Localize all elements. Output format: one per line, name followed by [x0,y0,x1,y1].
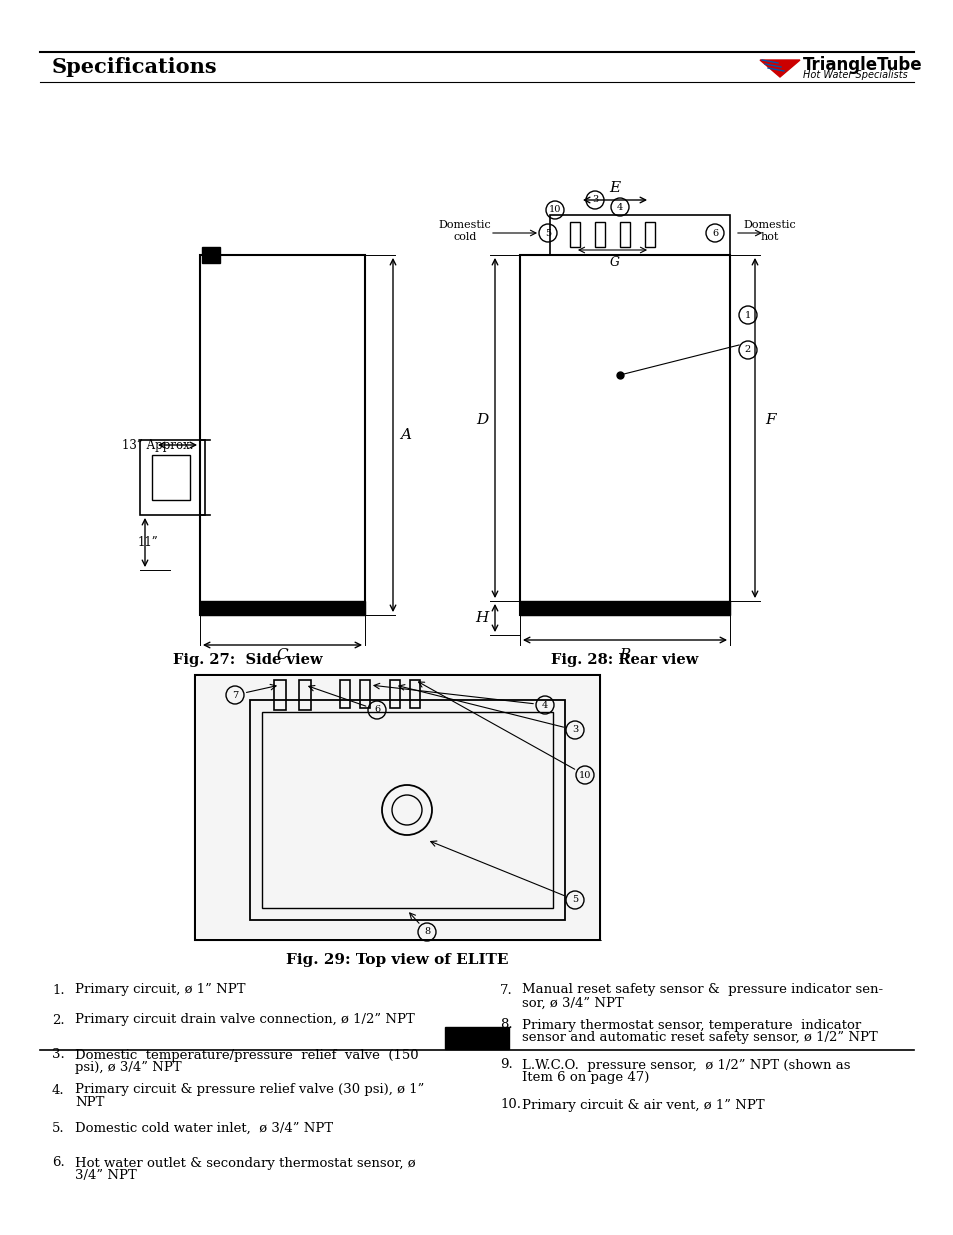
Text: Primary circuit drain valve connection, ø 1/2” NPT: Primary circuit drain valve connection, … [75,1014,415,1026]
Text: E: E [609,182,619,195]
Text: 11”: 11” [138,536,158,550]
Bar [140,440,205,515]
Bar [619,222,629,247]
Text: psi), ø 3/4” NPT: psi), ø 3/4” NPT [75,1062,181,1074]
Bar [595,222,604,247]
Text: Hot water outlet & secondary thermostat sensor, ø: Hot water outlet & secondary thermostat … [75,1156,416,1170]
Bar [410,680,419,708]
Text: Primary circuit, ø 1” NPT: Primary circuit, ø 1” NPT [75,983,245,997]
Text: Hot Water Specialists: Hot Water Specialists [802,70,907,80]
Bar [298,680,311,710]
Text: Domestic cold water inlet,  ø 3/4” NPT: Domestic cold water inlet, ø 3/4” NPT [75,1121,333,1135]
Bar [152,454,190,500]
Text: Primary circuit & air vent, ø 1” NPT: Primary circuit & air vent, ø 1” NPT [521,1098,763,1112]
Text: 9.: 9. [499,1058,512,1072]
Bar [519,254,729,615]
Text: 8.: 8. [499,1019,512,1031]
Text: 8: 8 [423,927,430,936]
Bar [274,680,286,710]
Text: 5.: 5. [52,1121,65,1135]
Text: Primary thermostat sensor, temperature  indicator: Primary thermostat sensor, temperature i… [521,1019,861,1031]
Text: 2.: 2. [52,1014,65,1026]
Bar [550,215,729,254]
Text: Primary circuit & pressure relief valve (30 psi), ø 1”: Primary circuit & pressure relief valve … [75,1083,424,1097]
Bar [569,222,579,247]
Text: 4: 4 [541,700,548,709]
Text: 3: 3 [591,195,598,205]
Text: Item 6 on page 47): Item 6 on page 47) [521,1072,649,1084]
Text: Domestic  temperature/pressure  relief  valve  (150: Domestic temperature/pressure relief val… [75,1049,418,1062]
Text: 13” Approx.: 13” Approx. [122,438,193,452]
Text: 7: 7 [232,690,238,699]
Text: H: H [475,611,488,625]
Text: 5: 5 [572,895,578,904]
Text: 6.: 6. [52,1156,65,1170]
Text: 10: 10 [578,771,591,779]
Text: C: C [276,648,288,662]
Bar [262,713,553,908]
Text: hot: hot [760,232,779,242]
Text: L.W.C.O.  pressure sensor,  ø 1/2” NPT (shown as: L.W.C.O. pressure sensor, ø 1/2” NPT (sh… [521,1058,850,1072]
Text: 10: 10 [548,205,560,215]
Text: sensor and automatic reset safety sensor, ø 1/2” NPT: sensor and automatic reset safety sensor… [521,1031,877,1045]
Bar [194,676,599,940]
Text: 4.: 4. [52,1083,65,1097]
Text: 50: 50 [466,1031,487,1045]
Text: 3.: 3. [52,1049,65,1062]
Text: TriangleTube: TriangleTube [802,56,922,74]
Bar [444,1028,509,1049]
Bar [196,677,598,939]
Bar [339,680,350,708]
Text: Fig. 27:  Side view: Fig. 27: Side view [173,653,322,667]
Text: 6: 6 [374,705,379,715]
Text: Fig. 28: Rear view: Fig. 28: Rear view [551,653,698,667]
Text: Domestic: Domestic [742,220,796,230]
Text: D: D [476,412,488,427]
Text: Domestic: Domestic [438,220,491,230]
Text: 1: 1 [744,310,750,320]
Text: 4: 4 [617,203,622,211]
Bar [390,680,399,708]
Bar [200,254,365,615]
Text: 3/4” NPT: 3/4” NPT [75,1170,136,1182]
Text: Manual reset safety sensor &  pressure indicator sen-: Manual reset safety sensor & pressure in… [521,983,882,997]
Text: 2: 2 [744,346,750,354]
Bar [519,601,729,615]
Text: B: B [618,648,630,662]
Text: cold: cold [453,232,476,242]
Text: 10.: 10. [499,1098,520,1112]
Bar [644,222,655,247]
Text: sor, ø 3/4” NPT: sor, ø 3/4” NPT [521,997,623,1009]
Bar [200,601,365,615]
Text: 5: 5 [544,228,551,237]
Text: Specifications: Specifications [52,57,217,77]
Text: F: F [764,412,775,427]
Text: NPT: NPT [75,1097,104,1109]
Text: 3: 3 [571,725,578,735]
Bar [202,247,220,263]
Text: A: A [399,429,411,442]
Bar [250,700,564,920]
Text: 1.: 1. [52,983,65,997]
Polygon shape [760,61,800,77]
Text: 6: 6 [711,228,718,237]
Text: 7.: 7. [499,983,512,997]
Bar [359,680,370,708]
Text: G: G [609,257,619,269]
Text: Fig. 29: Top view of ELITE: Fig. 29: Top view of ELITE [286,953,508,967]
